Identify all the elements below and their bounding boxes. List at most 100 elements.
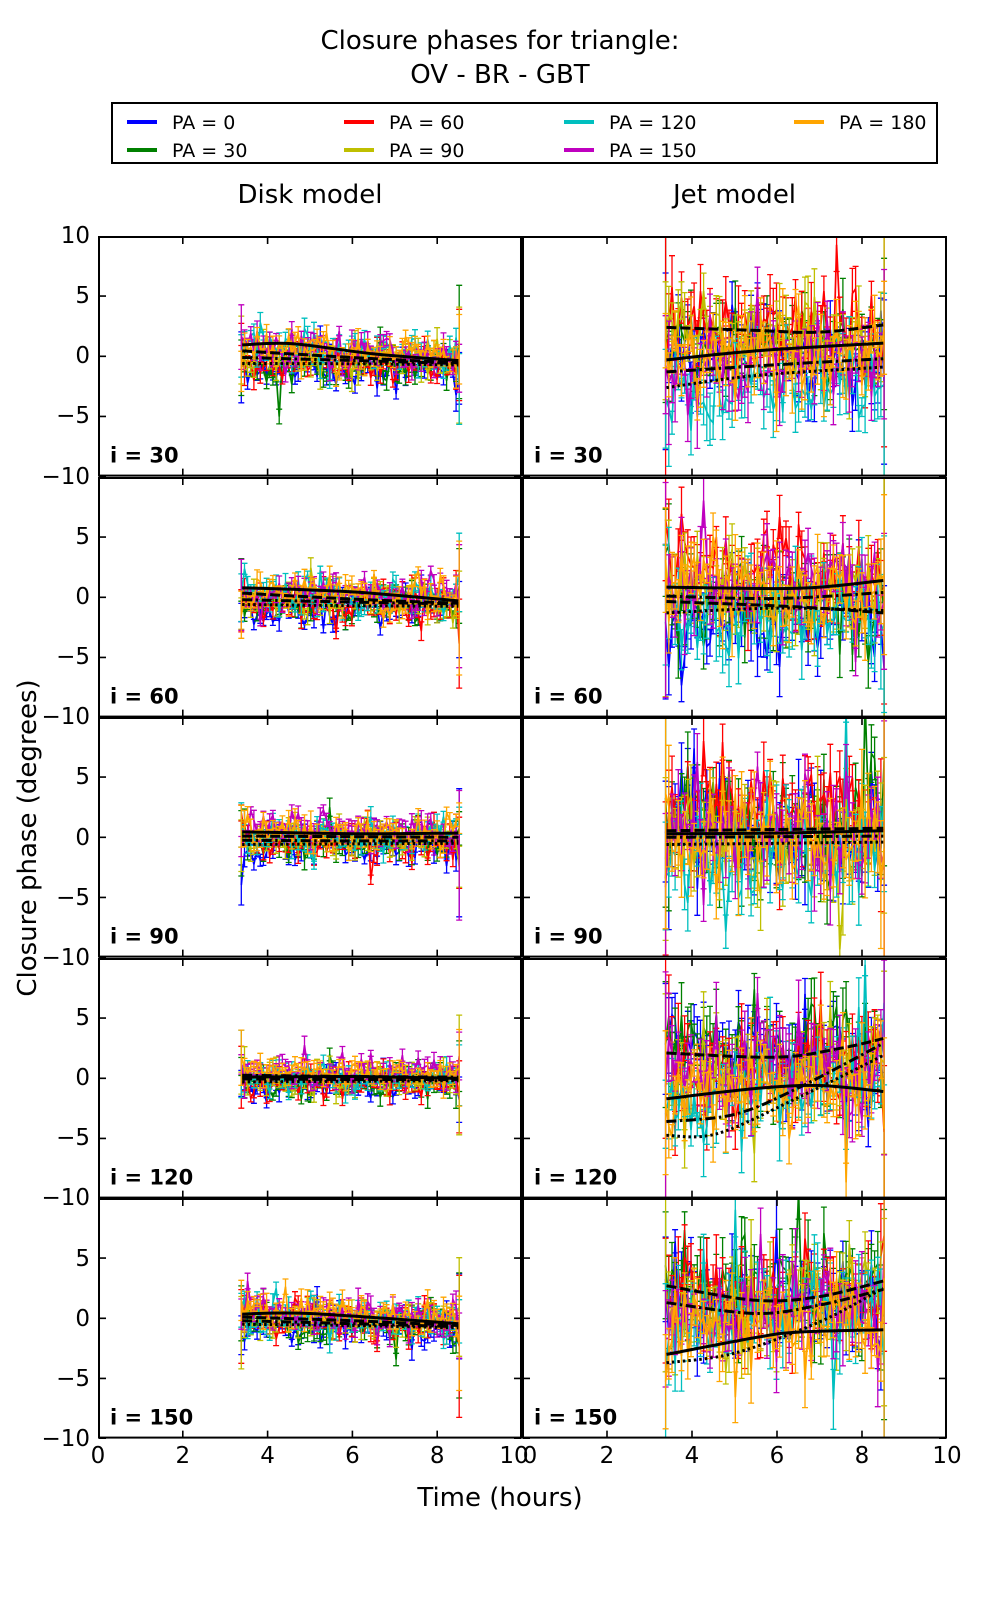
legend: PA = 0 PA = 30 PA = 60 PA = 90 PA = 120 PA = … bbox=[111, 102, 938, 164]
x-tick-label: 4 bbox=[260, 1443, 275, 1469]
legend-label: PA = 60 bbox=[389, 112, 465, 134]
tick-marks bbox=[98, 476, 522, 718]
model-curve-dashed bbox=[666, 599, 884, 614]
figure-title-line1: Closure phases for triangle: bbox=[320, 26, 680, 56]
figure-title-line2: OV - BR - GBT bbox=[410, 60, 590, 90]
y-tick-label: −10 bbox=[41, 463, 90, 490]
panel-inclination-label: i = 120 bbox=[110, 1165, 193, 1189]
errorbars-PA60 bbox=[238, 1275, 463, 1419]
panel-jet-i60: i = 60 bbox=[522, 476, 947, 718]
x-tick-label: 0 bbox=[90, 1443, 106, 1469]
model-curve-dashed bbox=[242, 1315, 459, 1328]
x-axis-label: Time (hours) bbox=[417, 1483, 583, 1513]
model-curve-solid bbox=[666, 578, 884, 590]
model-curve-dotted bbox=[242, 1323, 459, 1330]
legend-entry: PA = 150 bbox=[564, 140, 697, 162]
legend-entry: PA = 120 bbox=[564, 112, 697, 134]
panel-disk-i30: i = 30 bbox=[98, 236, 522, 477]
model-curve-dotted bbox=[666, 606, 884, 614]
tick-marks bbox=[98, 236, 522, 477]
x-tick-label: 8 bbox=[854, 1443, 870, 1469]
model-curve-dashdot bbox=[666, 1288, 884, 1316]
data-line-PA180 bbox=[664, 774, 885, 898]
model-curve-dashed bbox=[666, 323, 884, 334]
data-line-PA150 bbox=[664, 762, 885, 906]
legend-label: PA = 90 bbox=[389, 140, 465, 162]
panel-disk-i90: i = 90 bbox=[98, 717, 522, 958]
y-tick-label: 0 bbox=[75, 824, 90, 851]
y-tick-label: 0 bbox=[75, 1305, 90, 1332]
y-tick-label: 5 bbox=[75, 1245, 90, 1272]
tick-marks bbox=[522, 957, 947, 1199]
panel-inclination-label: i = 30 bbox=[110, 444, 179, 468]
model-curve-dotted bbox=[242, 361, 459, 367]
model-curve-dotted bbox=[666, 1287, 884, 1365]
x-tick-label: 4 bbox=[684, 1443, 700, 1469]
column-header-jet-model: Jet model bbox=[672, 180, 797, 210]
model-curve-solid bbox=[242, 341, 459, 362]
model-curve-dashed bbox=[666, 1036, 884, 1059]
model-curve-dashdot bbox=[242, 597, 459, 605]
model-curve-dashdot bbox=[666, 590, 884, 600]
y-tick-label: −10 bbox=[41, 704, 90, 731]
model-curve-solid bbox=[666, 829, 884, 836]
model-curve-dashdot bbox=[242, 1073, 459, 1079]
legend-entry: PA = 30 bbox=[127, 140, 247, 162]
model-curve-dashdot bbox=[242, 838, 459, 843]
x-tick-label: 0 bbox=[522, 1443, 538, 1469]
model-curve-solid bbox=[666, 1083, 884, 1101]
x-tick-label: 8 bbox=[429, 1443, 445, 1469]
y-axis-label: Closure phase (degrees) bbox=[13, 679, 43, 997]
panel-disk-i150: i = 150 bbox=[98, 1198, 522, 1439]
legend-entry: PA = 90 bbox=[344, 140, 464, 162]
model-curve-dashdot bbox=[666, 834, 884, 839]
panel-inclination-label: i = 90 bbox=[534, 925, 603, 949]
y-tick-label: −5 bbox=[56, 1125, 90, 1152]
model-curve-dotted bbox=[242, 602, 459, 608]
data-line-PA180 bbox=[240, 569, 461, 619]
model-curve-dashed bbox=[242, 834, 459, 839]
panel-inclination-label: i = 60 bbox=[110, 684, 179, 708]
panel-inclination-label: i = 150 bbox=[110, 1406, 193, 1430]
y-tick-label: −5 bbox=[56, 403, 90, 430]
y-tick-label: −5 bbox=[56, 884, 90, 911]
tick-marks bbox=[522, 236, 947, 477]
model-curve-solid bbox=[242, 1311, 459, 1326]
model-curve-dashed bbox=[666, 1279, 884, 1303]
legend-entry: PA = 60 bbox=[344, 112, 464, 134]
panel-disk-i60: i = 60 bbox=[98, 476, 522, 718]
y-tick-label: −10 bbox=[41, 1185, 90, 1212]
legend-label: PA = 0 bbox=[172, 112, 236, 134]
panel-jet-i150: i = 150 bbox=[522, 1198, 947, 1439]
model-curve-dashdot bbox=[666, 1041, 884, 1123]
model-curve-dashdot bbox=[242, 355, 459, 365]
y-tick-label: 0 bbox=[75, 583, 90, 610]
panel-inclination-label: i = 30 bbox=[534, 444, 603, 468]
y-tick-label: −5 bbox=[56, 644, 90, 671]
x-tick-label: 2 bbox=[599, 1443, 615, 1469]
legend-line-swatch bbox=[564, 119, 594, 124]
y-tick-label: −10 bbox=[41, 1426, 90, 1452]
panel-inclination-label: i = 150 bbox=[534, 1406, 617, 1430]
legend-line-swatch bbox=[127, 119, 157, 124]
model-curve-solid bbox=[666, 341, 884, 362]
model-curve-dotted bbox=[242, 841, 459, 847]
legend-label: PA = 30 bbox=[172, 140, 248, 162]
x-tick-label: 6 bbox=[345, 1443, 360, 1469]
tick-marks bbox=[522, 1198, 947, 1439]
model-curve-dotted bbox=[666, 365, 884, 390]
column-header-disk-model: Disk model bbox=[237, 180, 383, 210]
x-tick-label: 6 bbox=[769, 1443, 785, 1469]
x-tick-label: 10 bbox=[932, 1443, 962, 1469]
legend-line-swatch bbox=[794, 119, 824, 124]
y-tick-label: 0 bbox=[75, 343, 90, 370]
panel-jet-i30: i = 30 bbox=[522, 236, 947, 477]
y-tick-label: 0 bbox=[75, 1065, 90, 1092]
legend-label: PA = 120 bbox=[609, 112, 697, 134]
data-line-PA150 bbox=[664, 500, 885, 662]
legend-line-swatch bbox=[564, 147, 594, 152]
model-curve-solid bbox=[242, 585, 459, 602]
tick-marks bbox=[98, 957, 522, 1199]
model-curve-dotted bbox=[242, 1078, 459, 1084]
